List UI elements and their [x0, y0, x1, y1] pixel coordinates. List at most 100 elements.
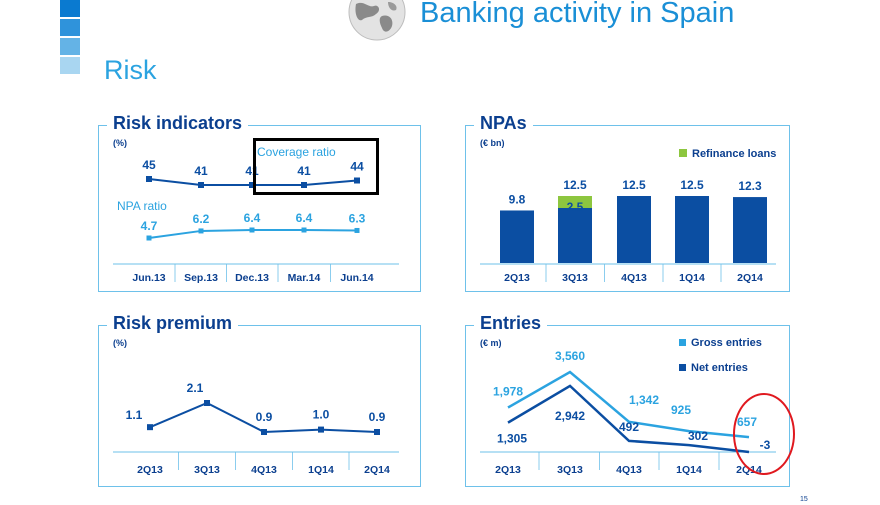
npa-bar — [500, 210, 534, 263]
risk-premium-x-tick: 1Q14 — [308, 464, 334, 476]
risk-indicators-x-tick: Dec.13 — [235, 272, 269, 284]
net-entries-legend-label: Net entries — [691, 362, 748, 374]
npas-title: NPAs — [474, 113, 533, 134]
npa-ratio-point — [249, 227, 255, 233]
risk-indicators-x-tick: Sep.13 — [184, 272, 218, 284]
coverage-ratio-point — [249, 182, 255, 188]
entries-title: Entries — [474, 313, 548, 334]
npas-chart: 9.8 2.5 12.5 12.5 12.5 12.3 Refinance loans 2Q1… — [480, 148, 776, 284]
entries-x-tick: 4Q13 — [616, 464, 642, 476]
coverage-ratio-value-label: 41 — [297, 164, 311, 178]
npa-bar — [733, 197, 767, 263]
npa-ratio-value-label: 6.4 — [296, 211, 313, 225]
gross-entries-legend-label: Gross entries — [691, 337, 762, 349]
risk-premium-unit: (%) — [113, 338, 127, 348]
page-number: 15 — [800, 496, 808, 503]
risk-premium-x-tick: 2Q13 — [137, 464, 163, 476]
refinance-loans-bar-segment — [558, 196, 592, 208]
risk-premium-point — [204, 400, 210, 406]
brand-stripe-4 — [60, 57, 80, 74]
risk-premium-x-tick: 3Q13 — [194, 464, 220, 476]
risk-premium-title: Risk premium — [107, 313, 239, 334]
npa-value-label: 12.3 — [738, 179, 762, 193]
gross-entries-value-label: 3,560 — [555, 349, 585, 363]
risk-indicators-x-tick: Jun.13 — [132, 272, 165, 284]
risk-premium-value-label: 0.9 — [369, 410, 386, 424]
coverage-ratio-value-label: 45 — [142, 158, 156, 172]
npas-panel: NPAs (€ bn) 9.8 2.5 12.5 12.5 12.5 12.3 Refina… — [465, 113, 790, 292]
entries-panel: Entries (€ m) 1,978 3,560 1,342 925 657 1,305… — [465, 313, 790, 487]
coverage-ratio-series-label: Coverage ratio — [257, 145, 336, 159]
risk-premium-x-tick: 4Q13 — [251, 464, 277, 476]
refinance-loans-legend-swatch — [679, 149, 687, 157]
npa-ratio-value-label: 6.2 — [193, 212, 210, 226]
highlight-box-annotation — [253, 138, 379, 195]
section-title: Risk — [104, 55, 157, 85]
entries-x-tick: 2Q13 — [495, 464, 521, 476]
npas-x-tick: 2Q13 — [504, 272, 530, 284]
refinance-loans-value-label: 2.5 — [567, 200, 584, 214]
npas-unit: (€ bn) — [480, 138, 505, 148]
npas-x-tick: 2Q14 — [737, 272, 763, 284]
risk-indicators-x-tick: Mar.14 — [288, 272, 321, 284]
risk-indicators-panel: Risk indicators (%) 45 41 41 41 44 Coverage r… — [98, 113, 421, 292]
coverage-ratio-value-label: 41 — [194, 164, 208, 178]
net-entries-value-label: 1,305 — [497, 432, 527, 446]
npa-ratio-series-label: NPA ratio — [117, 199, 167, 213]
coverage-ratio-value-label: 44 — [350, 160, 364, 174]
page-title: Banking activity in Spain — [420, 0, 735, 29]
npa-bar — [617, 196, 651, 263]
npas-x-tick: 1Q14 — [679, 272, 705, 284]
risk-premium-point — [374, 429, 380, 435]
npas-x-tick: 3Q13 — [562, 272, 588, 284]
risk-premium-panel: Risk premium (%) 1.1 2.1 0.9 1.0 0.9 2Q13 3Q13… — [98, 313, 421, 487]
net-entries-value-label: 492 — [619, 420, 639, 434]
risk-premium-value-label: 2.1 — [187, 381, 204, 395]
entries-x-tick: 3Q13 — [557, 464, 583, 476]
npa-ratio-point — [354, 227, 360, 233]
globe-icon — [348, 0, 406, 41]
npa-ratio-value-label: 6.4 — [244, 211, 261, 225]
npa-bar — [675, 196, 709, 263]
risk-premium-point — [261, 429, 267, 435]
risk-premium-point — [318, 426, 324, 433]
gross-entries-value-label: 925 — [671, 403, 691, 417]
coverage-ratio-point — [354, 177, 360, 184]
npa-ratio-point — [301, 227, 307, 233]
npa-value-label: 12.5 — [563, 178, 587, 192]
risk-premium-chart: 1.1 2.1 0.9 1.0 0.9 2Q13 3Q13 4Q13 1Q14 2Q14 — [113, 381, 399, 476]
coverage-ratio-point — [146, 176, 152, 182]
risk-premium-value-label: 0.9 — [256, 410, 273, 424]
npa-ratio-point — [198, 228, 204, 234]
npa-value-label: 12.5 — [622, 178, 646, 192]
brand-stripes — [60, 0, 80, 76]
refinance-loans-legend-label: Refinance loans — [692, 148, 776, 160]
npa-value-label: 9.8 — [509, 192, 526, 206]
gross-entries-line — [507, 370, 750, 439]
circle-annotation — [733, 393, 795, 475]
gross-entries-value-label: 1,342 — [629, 393, 659, 407]
entries-unit: (€ m) — [480, 338, 502, 348]
net-entries-value-label: 2,942 — [555, 409, 585, 423]
brand-stripe-1 — [60, 0, 80, 17]
net-entries-legend-swatch — [679, 364, 686, 371]
entries-x-tick: 1Q14 — [676, 464, 702, 476]
net-entries-value-label: 302 — [688, 429, 708, 443]
coverage-ratio-point — [301, 182, 307, 188]
risk-premium-x-tick: 2Q14 — [364, 464, 390, 476]
npa-ratio-point — [146, 235, 152, 241]
risk-premium-point — [147, 424, 153, 431]
risk-premium-value-label: 1.0 — [313, 408, 330, 422]
risk-indicators-title: Risk indicators — [107, 113, 249, 134]
npa-ratio-value-label: 6.3 — [349, 211, 366, 225]
brand-stripe-2 — [60, 19, 80, 36]
gross-entries-value-label: 1,978 — [493, 385, 523, 399]
risk-premium-value-label: 1.1 — [126, 408, 143, 422]
gross-entries-legend-swatch — [679, 339, 686, 346]
net-entries-line — [507, 384, 750, 454]
brand-stripe-3 — [60, 38, 80, 55]
npa-ratio-value-label: 4.7 — [141, 219, 158, 233]
npas-x-tick: 4Q13 — [621, 272, 647, 284]
risk-indicators-unit: (%) — [113, 138, 127, 148]
